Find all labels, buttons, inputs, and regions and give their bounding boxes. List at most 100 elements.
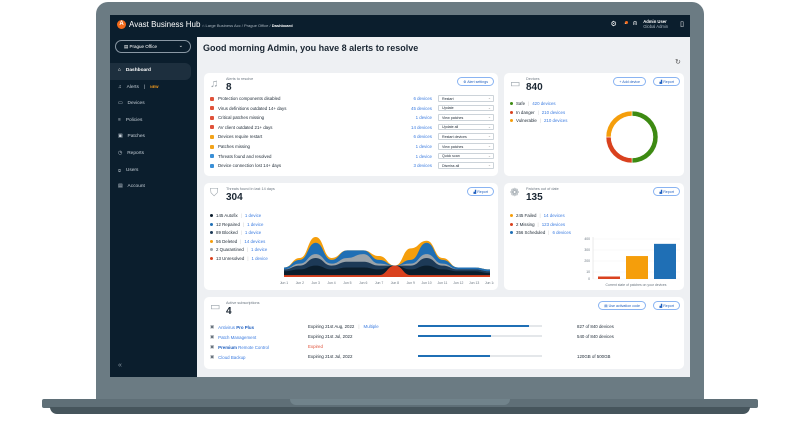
x-tick-label: Jun 14 bbox=[485, 281, 494, 285]
crumb-office[interactable]: Prague Office bbox=[244, 23, 269, 28]
alert-action-select[interactable]: Quick scan ⌄ bbox=[438, 152, 494, 160]
legend-dot bbox=[210, 257, 213, 260]
sidebar-item-account[interactable]: ▤ Account bbox=[110, 179, 197, 196]
multiple-link[interactable]: Multiple bbox=[363, 324, 379, 329]
sidebar-item-patches[interactable]: ▣ Patches bbox=[110, 129, 197, 146]
legend-devices-link[interactable]: 210 devices bbox=[543, 118, 568, 124]
legend-devices-link[interactable]: 1 device bbox=[244, 213, 262, 218]
subscription-row: ▣ Premium Remote Control bbox=[210, 344, 269, 350]
gear-icon[interactable]: ⚙ bbox=[610, 21, 617, 28]
alert-action-select[interactable]: Dismiss all ⌄ bbox=[438, 162, 494, 169]
office-selector[interactable]: ▤ Prague Office ⌄ bbox=[115, 40, 191, 53]
legend-devices-link[interactable]: 210 devices bbox=[541, 109, 566, 115]
donut-slice-in-danger bbox=[605, 136, 633, 164]
alert-action-select[interactable]: Restart ⌄ bbox=[438, 95, 494, 102]
y-tick-label: 0 bbox=[588, 277, 590, 281]
notifications-icon[interactable]: ◔ bbox=[622, 20, 629, 28]
usage-fill bbox=[418, 325, 530, 327]
user-avatar-icon[interactable]: ⍝ bbox=[633, 20, 638, 27]
subscription-name-link[interactable]: Premium Remote Control bbox=[218, 345, 269, 350]
sidebar-item-label: Account bbox=[127, 184, 145, 190]
legend-dot bbox=[510, 110, 513, 114]
usage-progress-bar bbox=[418, 325, 542, 327]
alert-icon bbox=[210, 106, 214, 111]
crumb-account[interactable]: Large Business Acc bbox=[205, 23, 241, 28]
legend-dot bbox=[510, 231, 513, 235]
select-value: Quick scan bbox=[442, 154, 460, 159]
x-tick-label: Jun 9 bbox=[407, 281, 415, 285]
sidebar-item-users[interactable]: ⍝ Users bbox=[110, 163, 197, 180]
alert-icon bbox=[210, 115, 214, 120]
alert-devices-link[interactable]: 45 devices bbox=[411, 105, 432, 111]
alert-devices-link[interactable]: 3 devices bbox=[413, 163, 432, 169]
legend-label: 56 Deleted bbox=[216, 238, 238, 244]
alert-action-select[interactable]: View patches ⌄ bbox=[438, 143, 494, 150]
legend-devices-link[interactable]: 1 device bbox=[244, 230, 262, 236]
x-tick-label: Jun 10 bbox=[422, 281, 432, 285]
alert-icon bbox=[210, 125, 214, 130]
legend-devices-link[interactable]: 14 devices bbox=[543, 213, 565, 218]
report-button[interactable]: ▟ Report bbox=[467, 187, 494, 196]
legend-label: 2 Missing bbox=[516, 221, 535, 227]
account-icon: ▤ bbox=[118, 184, 123, 190]
avast-logo-icon: A bbox=[117, 20, 126, 29]
report-button[interactable]: ▟ Report bbox=[653, 77, 680, 86]
refresh-icon[interactable]: ↻ bbox=[675, 59, 681, 66]
apps-icon[interactable]: ▯ bbox=[680, 21, 684, 28]
divider: | bbox=[537, 109, 539, 115]
legend-devices-link[interactable]: 6 devices bbox=[552, 230, 571, 236]
alert-label: Devices require restart bbox=[218, 134, 263, 140]
legend-devices-link[interactable]: 1 device bbox=[247, 221, 264, 227]
legend-item: 145 Autofix | 1 device bbox=[210, 213, 261, 218]
shield-icon: ⛉ bbox=[210, 187, 219, 199]
use-activation-code-button[interactable]: ▤ Use activation code bbox=[598, 301, 646, 310]
legend-devices-link[interactable]: 123 devices bbox=[541, 221, 566, 227]
alert-settings-button[interactable]: ⚙ Alert settings bbox=[457, 77, 494, 86]
subscription-name-link[interactable]: Cloud Backup bbox=[218, 355, 245, 360]
subscription-tier: Premium bbox=[218, 344, 237, 350]
divider: | bbox=[240, 213, 242, 218]
legend-devices-link[interactable]: 14 devices bbox=[244, 238, 266, 244]
logo[interactable]: A Avast Business Hub bbox=[117, 20, 200, 29]
sidebar-item-reports[interactable]: ◷ Reports bbox=[110, 146, 197, 163]
sidebar-item-policies[interactable]: ≡ Policies bbox=[110, 113, 197, 130]
bar-failed bbox=[626, 256, 648, 279]
alert-action-select[interactable]: Update ⌄ bbox=[438, 104, 494, 112]
legend-item: 89 Blocked | 1 device bbox=[210, 230, 261, 235]
collapse-sidebar-icon[interactable]: « bbox=[118, 362, 122, 369]
legend-devices-link[interactable]: 1 device bbox=[251, 256, 268, 261]
user-menu[interactable]: Admin User Global Admin bbox=[643, 19, 668, 29]
add-device-button[interactable]: + Add device bbox=[613, 77, 646, 86]
x-tick-label: Jun 13 bbox=[469, 281, 479, 285]
card-icon: ▭ bbox=[210, 301, 221, 313]
alert-devices-link[interactable]: 1 device bbox=[415, 115, 432, 121]
usage-text: 120GB of 500GB bbox=[577, 354, 611, 359]
alert-action-select[interactable]: Update all ⌄ bbox=[438, 123, 494, 131]
legend-devices-link[interactable]: 420 devices bbox=[532, 101, 556, 106]
legend-item: 356 Scheduled | 6 devices bbox=[510, 230, 571, 235]
card-title: Alerts to resolve bbox=[226, 77, 254, 81]
card-title: Patches out of date bbox=[526, 187, 559, 191]
alert-devices-link[interactable]: 1 device bbox=[415, 144, 432, 149]
alert-devices-link[interactable]: 6 devices bbox=[413, 134, 432, 140]
subscription-name-link[interactable]: Patch Management bbox=[218, 335, 256, 340]
legend-devices-link[interactable]: 1 device bbox=[250, 247, 268, 253]
sidebar-item-alerts[interactable]: ♫ Alerts | NEW bbox=[110, 80, 197, 97]
legend-dot bbox=[510, 119, 513, 123]
alert-action-select[interactable]: View patches ⌄ bbox=[438, 114, 494, 121]
report-button[interactable]: ▟ Report bbox=[653, 301, 680, 310]
chevron-down-icon: ⌄ bbox=[487, 134, 491, 139]
alert-devices-link[interactable]: 1 device bbox=[415, 153, 432, 159]
alert-action-select[interactable]: Restart devices ⌄ bbox=[438, 133, 494, 140]
subscription-row: ▣ Patch Management bbox=[210, 334, 256, 340]
subscription-name-link[interactable]: Antivirus Pro Plus bbox=[218, 325, 254, 330]
report-button[interactable]: ▟ Report bbox=[653, 187, 680, 196]
divider: | bbox=[539, 213, 541, 218]
usage-progress-bar bbox=[418, 355, 542, 357]
sidebar-item-devices[interactable]: ▭ Devices bbox=[110, 96, 197, 113]
alert-devices-link[interactable]: 14 devices bbox=[411, 124, 432, 130]
monitor-icon: ▭ bbox=[118, 101, 123, 107]
alert-icon bbox=[210, 134, 214, 139]
sidebar-item-dashboard[interactable]: ⌂ Dashboard bbox=[110, 63, 191, 80]
alert-devices-link[interactable]: 6 devices bbox=[413, 96, 432, 101]
